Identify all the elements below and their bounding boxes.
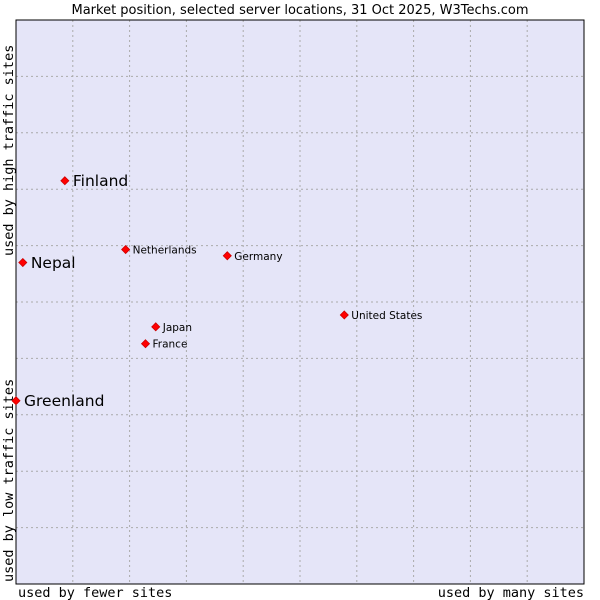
data-points: Finland Nepal Greenland Netherlands Germany U… — [11, 172, 422, 410]
point-netherlands: Netherlands — [121, 244, 197, 257]
x-axis-label-right: used by many sites — [438, 585, 584, 600]
x-axis-label-left: used by fewer sites — [18, 585, 172, 600]
point-japan: Japan — [151, 322, 192, 334]
point-germany: Germany — [222, 251, 283, 263]
y-axis-label-top: used by high traffic sites — [1, 45, 17, 256]
point-marker-nepal — [18, 257, 28, 268]
grid-lines — [16, 20, 584, 584]
point-nepal: Nepal — [18, 254, 76, 272]
point-marker-japan — [151, 322, 161, 332]
point-marker-netherlands — [121, 244, 131, 255]
point-label-finland: Finland — [73, 172, 128, 190]
point-marker-greenland — [11, 396, 21, 406]
chart-title: Market position, selected server locatio… — [71, 3, 528, 18]
plot-border — [15, 19, 585, 585]
point-united-states: United States — [339, 310, 422, 322]
point-marker-france — [140, 339, 151, 349]
point-marker-finland — [60, 176, 70, 186]
point-marker-germany — [222, 251, 232, 261]
point-label-netherlands: Netherlands — [133, 245, 197, 257]
point-marker-united-states — [339, 310, 349, 320]
point-label-france: France — [153, 339, 188, 351]
point-label-greenland: Greenland — [24, 392, 104, 410]
point-greenland: Greenland — [11, 392, 104, 410]
point-label-nepal: Nepal — [31, 254, 76, 272]
point-finland: Finland — [60, 172, 128, 190]
point-label-germany: Germany — [234, 251, 282, 263]
point-france: France — [140, 339, 188, 351]
y-axis-label-bottom: used by low traffic sites — [1, 379, 17, 582]
point-label-japan: Japan — [162, 322, 192, 334]
point-label-united-states: United States — [351, 310, 422, 322]
